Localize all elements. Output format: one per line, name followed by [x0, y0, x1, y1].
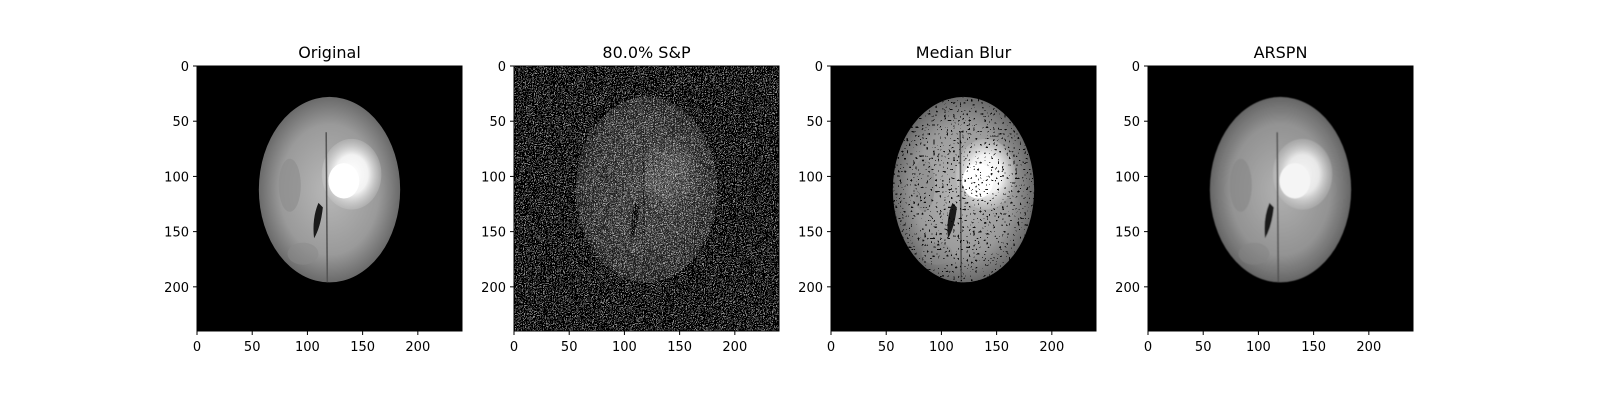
x-tick-label: 0 — [510, 340, 518, 355]
x-tick-label: 150 — [350, 340, 375, 355]
panel-2: 80.0% S&P 0 50 100 150 200 0 50 100 150 200 — [481, 43, 780, 355]
x-tick-label: 100 — [295, 340, 320, 355]
y-tick-label: 0 — [498, 60, 506, 75]
panel-4: ARSPN 0 50 100 150 200 0 50 100 150 200 — [1115, 43, 1414, 355]
y-tick-label: 50 — [806, 115, 823, 130]
x-tick-label: 0 — [193, 340, 201, 355]
y-tick-label: 0 — [181, 60, 189, 75]
panel-title: ARSPN — [1254, 43, 1308, 62]
y-tick-label: 50 — [1123, 115, 1140, 130]
y-tick-label: 150 — [798, 226, 823, 241]
x-tick-label: 200 — [1039, 340, 1064, 355]
image-brain-mri-axial-slice — [197, 66, 462, 331]
y-tick-label: 200 — [798, 281, 823, 296]
image-median-filtered-slice — [831, 66, 1096, 331]
y-tick-label: 200 — [481, 281, 506, 296]
y-tick-label: 100 — [481, 170, 506, 185]
x-tick-label: 50 — [561, 340, 578, 355]
image-salt-and-pepper-noisy-slice — [514, 66, 779, 331]
axes-frame — [513, 65, 780, 332]
y-tick-label: 50 — [489, 115, 506, 130]
y-tick-label: 150 — [1115, 226, 1140, 241]
y-tick-label: 200 — [1115, 281, 1140, 296]
x-tick-label: 0 — [827, 340, 835, 355]
y-tick-label: 200 — [164, 281, 189, 296]
x-tick-label: 200 — [1356, 340, 1381, 355]
panel-title: Original — [298, 43, 361, 62]
y-tick-label: 0 — [1132, 60, 1140, 75]
x-tick-label: 150 — [984, 340, 1009, 355]
x-tick-label: 150 — [1301, 340, 1326, 355]
x-tick-label: 150 — [667, 340, 692, 355]
x-tick-label: 50 — [1195, 340, 1212, 355]
y-tick-label: 100 — [798, 170, 823, 185]
axes-frame — [196, 65, 463, 332]
x-tick-label: 0 — [1144, 340, 1152, 355]
x-tick-label: 200 — [722, 340, 747, 355]
y-tick-label: 100 — [164, 170, 189, 185]
x-tick-label: 200 — [405, 340, 430, 355]
x-tick-label: 100 — [612, 340, 637, 355]
x-tick-label: 50 — [878, 340, 895, 355]
y-tick-label: 50 — [172, 115, 189, 130]
panel-title: Median Blur — [916, 43, 1012, 62]
y-tick-label: 150 — [481, 226, 506, 241]
y-tick-label: 0 — [815, 60, 823, 75]
panel-1: Original 0 50 100 150 200 0 50 100 150 200 — [164, 43, 463, 355]
panel-title: 80.0% S&P — [602, 43, 691, 62]
x-tick-label: 50 — [244, 340, 261, 355]
axes-frame — [830, 65, 1097, 332]
panel-3: Median Blur 0 50 100 150 200 0 50 100 150 200 — [798, 43, 1097, 355]
x-tick-label: 100 — [929, 340, 954, 355]
y-tick-label: 150 — [164, 226, 189, 241]
y-tick-label: 100 — [1115, 170, 1140, 185]
image-arspn-restored-slice — [1148, 66, 1413, 331]
x-tick-label: 100 — [1246, 340, 1271, 355]
axes-frame — [1147, 65, 1414, 332]
